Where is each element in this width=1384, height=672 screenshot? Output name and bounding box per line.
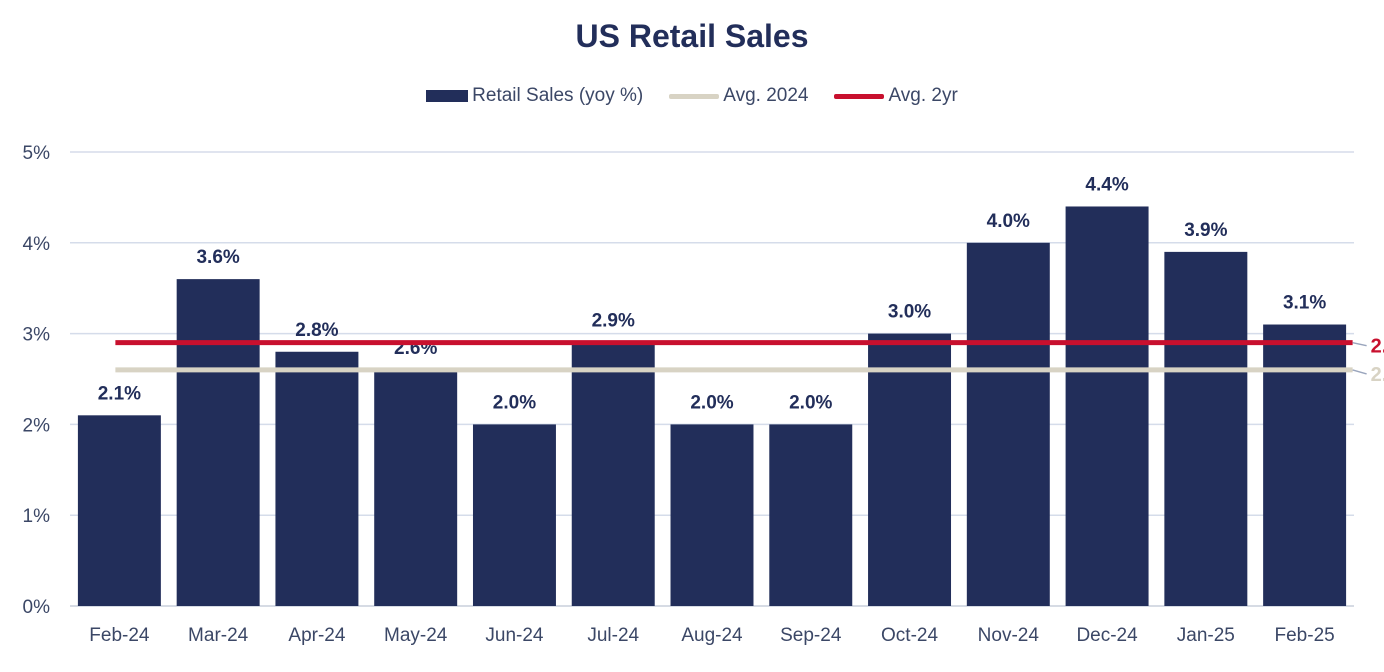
y-tick-label: 2% [23, 415, 51, 436]
bar [374, 369, 458, 606]
x-tick-label: Dec-24 [1076, 625, 1138, 646]
y-tick-label: 4% [23, 234, 51, 255]
bar [571, 342, 655, 606]
bar [275, 351, 359, 606]
chart-title: US Retail Sales [575, 18, 809, 54]
data-label: 3.9% [1184, 220, 1227, 241]
bar [868, 333, 952, 606]
legend-label-retail-sales: Retail Sales (yoy %) [472, 85, 644, 106]
bar [1164, 251, 1248, 606]
x-tick-label: Sep-24 [780, 625, 842, 646]
legend-item-avg-2024: Avg. 2024 [669, 85, 808, 107]
leader-line [1352, 341, 1367, 347]
y-tick-label: 5% [23, 143, 51, 164]
bar [176, 279, 260, 606]
legend-swatch-avg-2024 [669, 93, 720, 99]
legend-item-retail-sales: Retail Sales (yoy %) [426, 85, 643, 107]
x-tick-label: Oct-24 [881, 625, 938, 646]
x-tick-label: Nov-24 [978, 625, 1040, 646]
bar [1263, 324, 1347, 606]
x-tick-label: Jun-24 [485, 625, 544, 646]
bar [1065, 206, 1149, 607]
data-label: 4.4% [1085, 174, 1128, 195]
data-label: 3.6% [196, 247, 239, 268]
x-tick-label: Aug-24 [681, 625, 743, 646]
data-label: 2.9% [592, 311, 635, 332]
legend-label-avg-2yr: Avg. 2yr [888, 85, 958, 106]
data-label: 2.0% [690, 392, 733, 413]
bar [472, 424, 556, 606]
legend-label-avg-2024: Avg. 2024 [723, 85, 809, 106]
x-tick-label: Mar-24 [188, 625, 249, 646]
bar [670, 424, 754, 606]
data-label: 4.0% [987, 211, 1030, 232]
legend-swatch-bar [426, 90, 469, 102]
bar [769, 424, 853, 606]
y-tick-label: 3% [23, 325, 51, 346]
x-tick-label: Feb-24 [89, 625, 150, 646]
avg-2yr-end-label: 2.9% [1371, 336, 1384, 358]
y-tick-label: 0% [23, 597, 51, 618]
data-label: 2.8% [295, 320, 338, 341]
data-label: 2.0% [493, 392, 536, 413]
legend: Retail Sales (yoy %) Avg. 2024 Avg. 2yr [0, 85, 1384, 107]
x-tick-label: Feb-25 [1275, 625, 1335, 646]
data-label: 2.0% [789, 392, 832, 413]
bar [966, 242, 1050, 607]
x-tick-label: May-24 [384, 625, 448, 646]
bar [77, 415, 161, 606]
avg-2024-end-label: 2.6% [1371, 364, 1384, 386]
legend-swatch-avg-2yr [834, 93, 885, 99]
data-label: 2.1% [98, 383, 141, 404]
x-tick-label: Jan-25 [1177, 625, 1235, 646]
x-tick-label: Jul-24 [587, 625, 639, 646]
data-label: 3.0% [888, 302, 931, 323]
y-tick-label: 1% [23, 506, 51, 527]
leader-line [1352, 369, 1367, 375]
x-tick-label: Apr-24 [288, 625, 345, 646]
legend-item-avg-2yr: Avg. 2yr [834, 85, 958, 107]
data-label: 3.1% [1283, 293, 1326, 314]
